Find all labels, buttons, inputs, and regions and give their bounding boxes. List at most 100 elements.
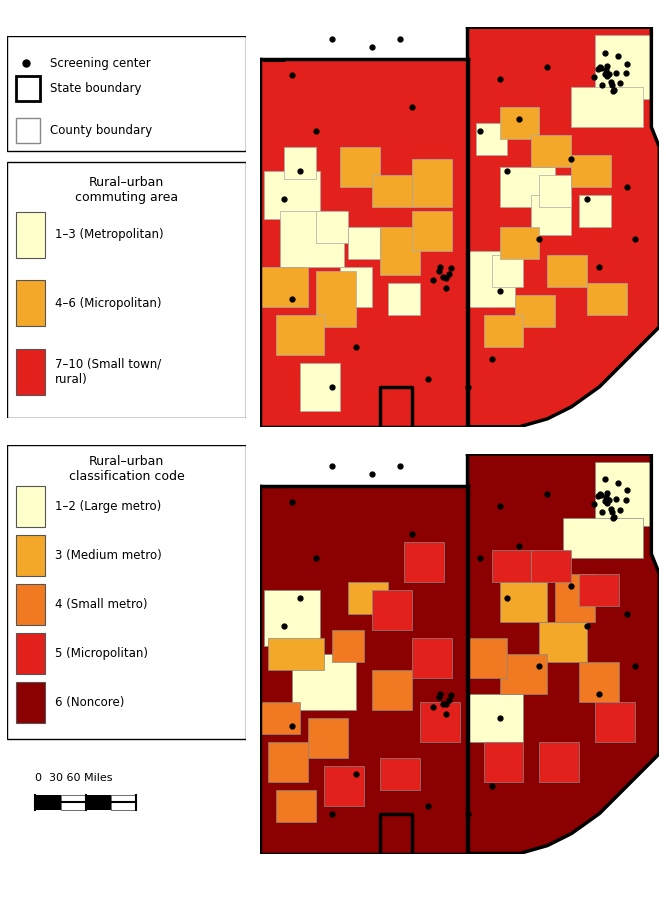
Bar: [500, 227, 539, 259]
Bar: [492, 255, 523, 287]
Text: County boundary: County boundary: [50, 124, 152, 137]
Bar: [372, 175, 412, 207]
Bar: [579, 574, 619, 606]
Bar: [16, 118, 40, 143]
Bar: [316, 271, 356, 327]
Bar: [16, 633, 45, 674]
Bar: [539, 622, 587, 662]
Polygon shape: [260, 59, 468, 427]
Text: 3 (Medium metro): 3 (Medium metro): [55, 548, 161, 562]
Bar: [284, 147, 316, 179]
Text: Screening center: Screening center: [50, 56, 151, 70]
Polygon shape: [468, 454, 659, 854]
Bar: [268, 742, 308, 782]
Bar: [372, 670, 412, 710]
Bar: [515, 295, 555, 327]
Bar: [268, 637, 324, 670]
Bar: [476, 123, 507, 155]
Bar: [563, 518, 643, 558]
Bar: [7, 163, 246, 418]
Text: State boundary: State boundary: [50, 82, 141, 95]
Bar: [264, 590, 320, 646]
Bar: [260, 27, 468, 59]
Bar: [500, 167, 555, 207]
Text: 4 (Small metro): 4 (Small metro): [55, 597, 147, 611]
Text: Rural–urban
classification code: Rural–urban classification code: [69, 455, 184, 483]
Bar: [300, 363, 340, 410]
Bar: [595, 35, 651, 99]
Bar: [404, 542, 444, 582]
Bar: [332, 630, 364, 662]
Bar: [340, 267, 372, 307]
Bar: [579, 662, 619, 702]
Bar: [531, 195, 571, 235]
Bar: [260, 454, 468, 486]
Bar: [276, 315, 324, 355]
Bar: [16, 349, 45, 395]
Text: B: B: [268, 466, 280, 484]
Bar: [412, 159, 452, 207]
Bar: [316, 211, 348, 243]
Text: 7–10 (Small town/
rural): 7–10 (Small town/ rural): [55, 358, 161, 386]
Bar: [111, 795, 136, 810]
Text: Rural–urban
commuting area: Rural–urban commuting area: [75, 175, 178, 203]
Bar: [468, 694, 523, 742]
Bar: [388, 283, 420, 315]
Bar: [484, 315, 523, 347]
Bar: [324, 765, 364, 805]
Bar: [547, 255, 587, 287]
Bar: [16, 486, 45, 527]
Bar: [86, 795, 111, 810]
Bar: [380, 757, 420, 790]
Bar: [308, 717, 348, 757]
Polygon shape: [260, 486, 468, 854]
Bar: [555, 574, 595, 622]
Bar: [492, 550, 531, 582]
Bar: [531, 135, 571, 167]
Polygon shape: [468, 27, 659, 427]
Bar: [468, 637, 507, 677]
Bar: [276, 790, 316, 822]
Bar: [61, 795, 86, 810]
Bar: [348, 227, 380, 259]
Bar: [420, 702, 460, 742]
Bar: [531, 550, 571, 582]
Bar: [16, 281, 45, 326]
Bar: [280, 211, 344, 267]
Text: 1–2 (Large metro): 1–2 (Large metro): [55, 499, 161, 513]
Bar: [16, 682, 45, 723]
Text: 1–3 (Metropolitan): 1–3 (Metropolitan): [55, 228, 163, 242]
Text: 4–6 (Micropolitan): 4–6 (Micropolitan): [55, 297, 161, 310]
Bar: [380, 227, 420, 275]
Bar: [292, 654, 356, 710]
Bar: [500, 582, 547, 622]
Bar: [7, 36, 246, 151]
Bar: [372, 590, 412, 630]
Bar: [35, 795, 61, 810]
Bar: [16, 584, 45, 625]
Bar: [595, 702, 635, 742]
Bar: [539, 175, 571, 207]
Bar: [587, 283, 627, 315]
Bar: [348, 582, 388, 614]
Bar: [468, 251, 515, 307]
Text: 0  30 60 Miles: 0 30 60 Miles: [35, 773, 113, 783]
Bar: [539, 742, 579, 782]
Bar: [264, 171, 320, 219]
Bar: [340, 147, 380, 187]
Bar: [500, 107, 539, 139]
Bar: [579, 195, 611, 227]
Bar: [16, 212, 45, 258]
Bar: [571, 87, 643, 127]
Bar: [260, 267, 308, 307]
Bar: [412, 637, 452, 677]
Bar: [412, 211, 452, 251]
Bar: [571, 155, 611, 187]
Bar: [500, 654, 547, 694]
Text: A: A: [268, 39, 280, 57]
Bar: [16, 535, 45, 576]
Bar: [484, 742, 523, 782]
Text: 6 (Noncore): 6 (Noncore): [55, 696, 124, 709]
Text: 5 (Micropolitan): 5 (Micropolitan): [55, 646, 148, 660]
Bar: [7, 445, 246, 739]
